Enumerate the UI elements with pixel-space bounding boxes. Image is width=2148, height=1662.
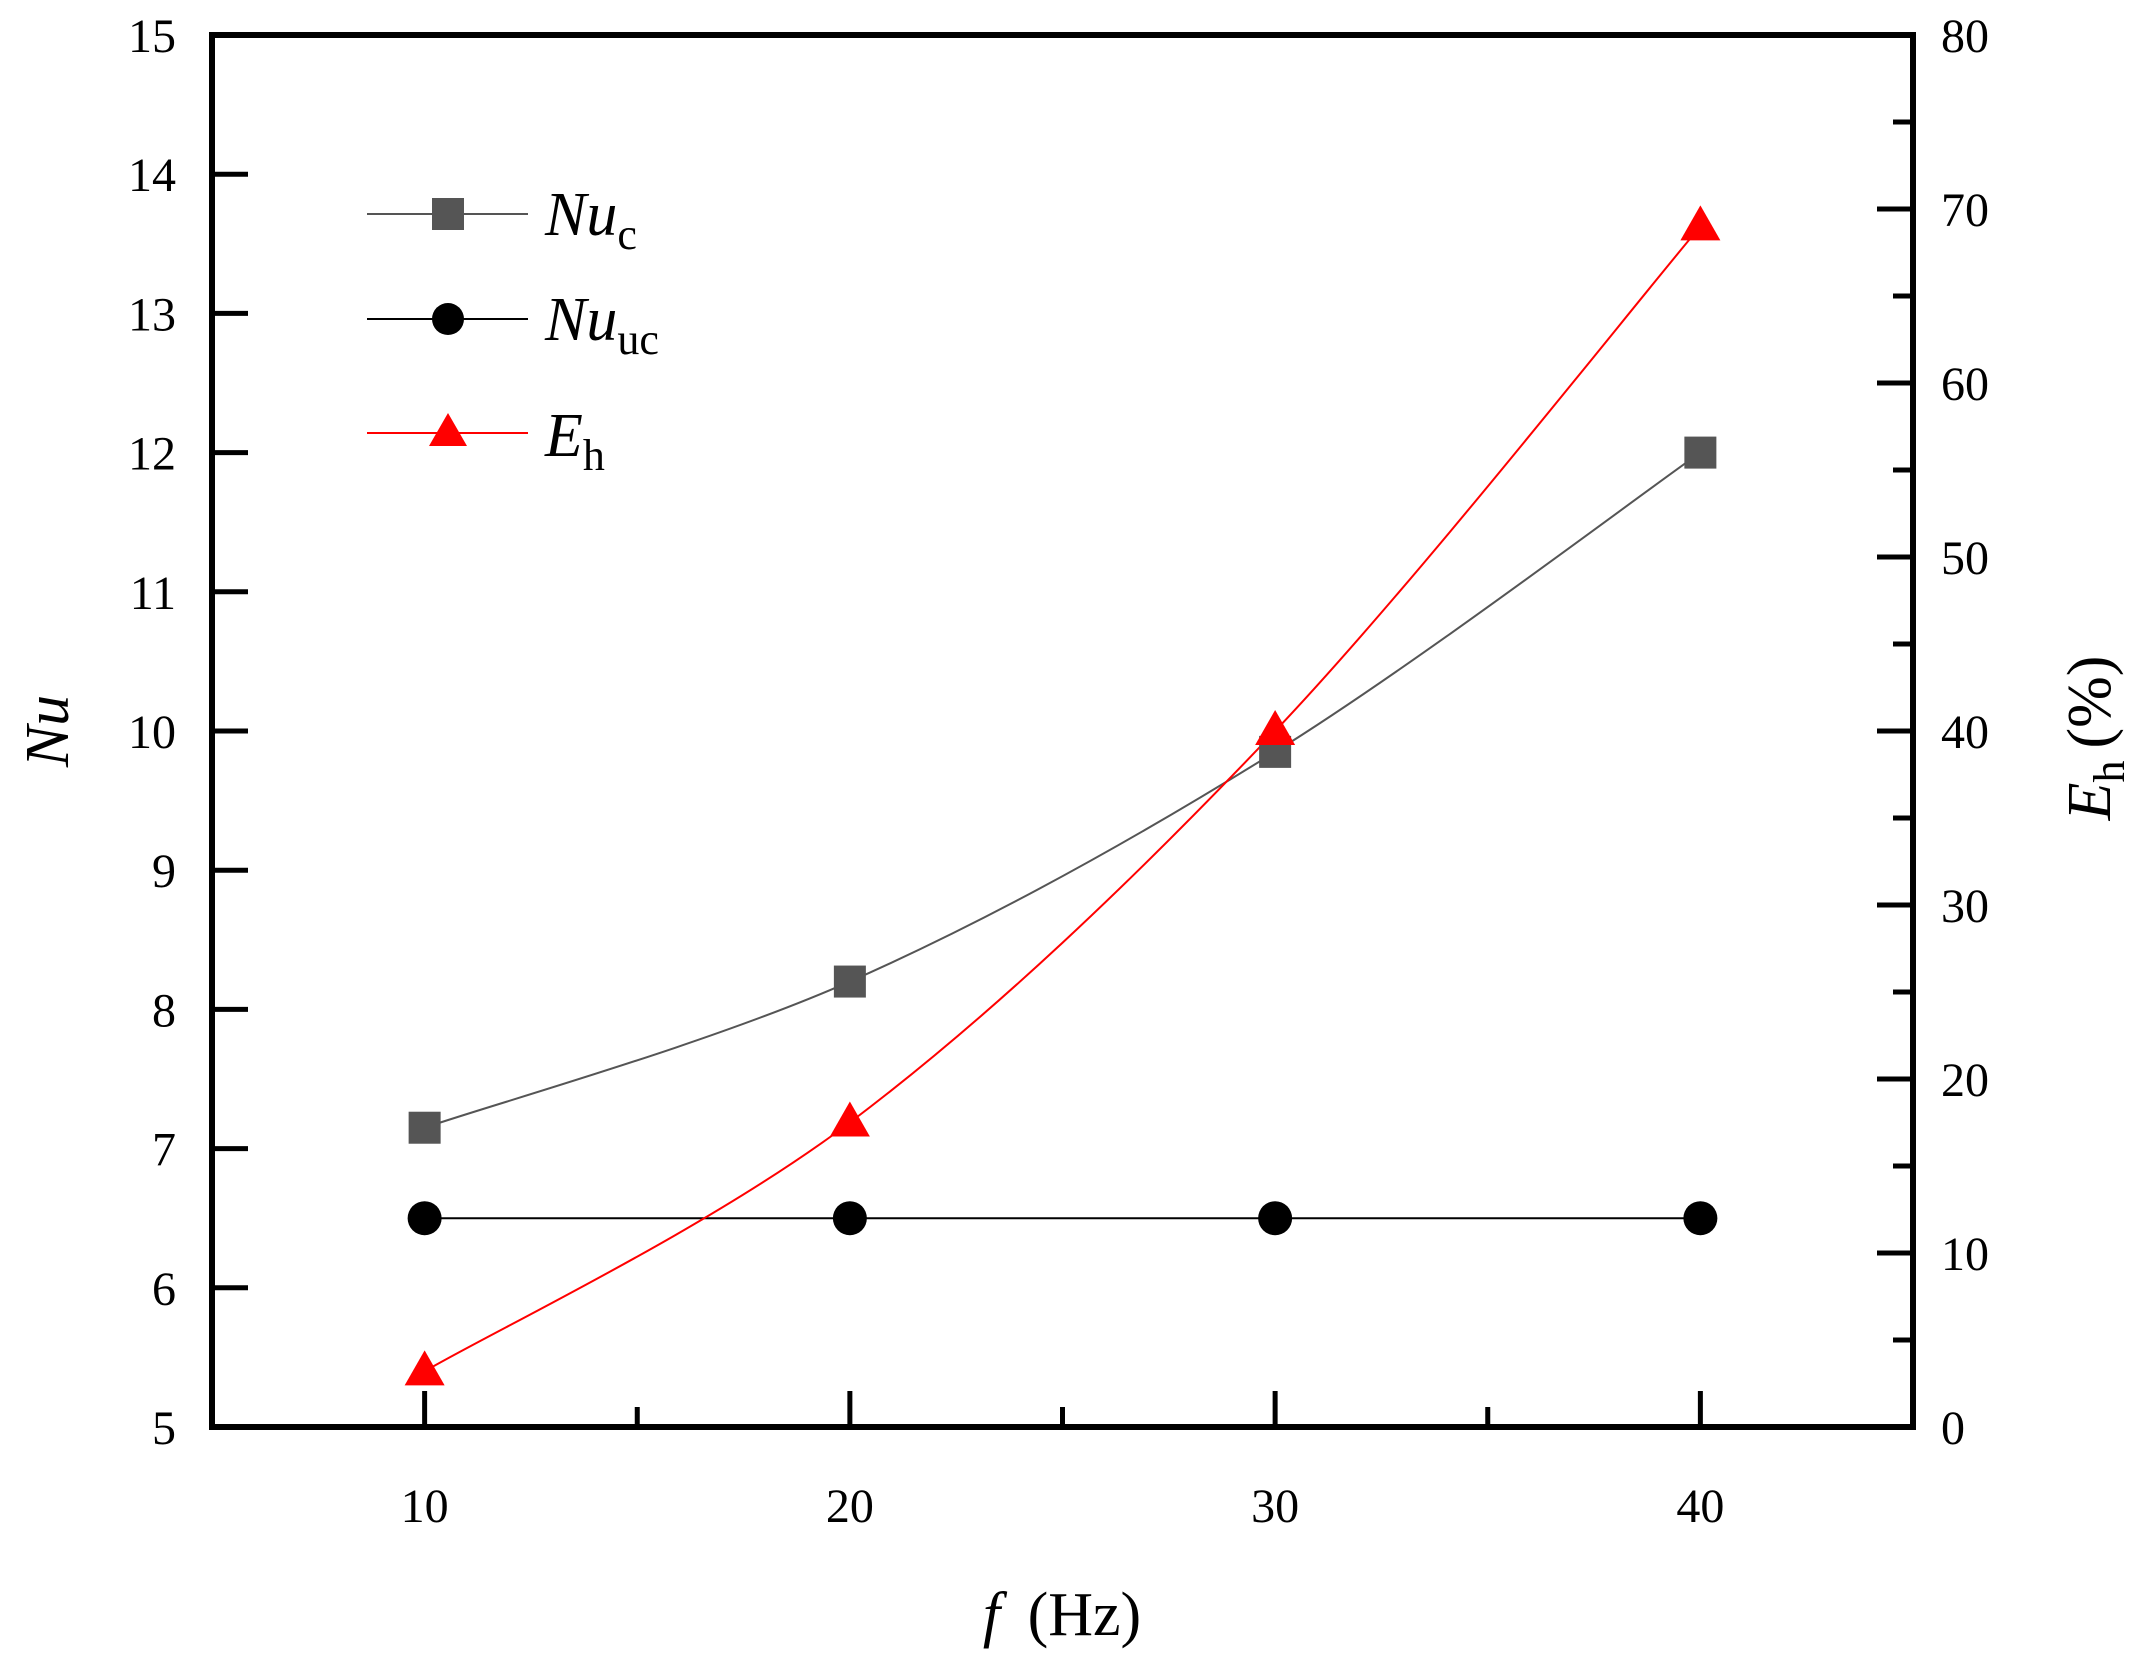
- left-y-axis-title: Nu: [14, 695, 82, 768]
- left-y-tick-label: 15: [128, 10, 176, 63]
- legend-entry-eh: Eh: [367, 402, 605, 480]
- right-y-tick-label: 30: [1941, 880, 1989, 933]
- legend-marker-triangle: [429, 413, 467, 446]
- left-y-tick-label: 9: [152, 845, 176, 898]
- series-line-nuc: [424, 451, 1701, 1129]
- tick-labels: 10 20 30 40 5 6 7 8 9 10 11 12 13 14 15 0 10 20 30 40 50 60 70…: [128, 10, 1989, 1533]
- left-y-tick-label: 12: [128, 428, 176, 481]
- plot-frame: [209, 32, 1916, 1430]
- legend-label-nuc: Nuc: [544, 181, 637, 259]
- legend-marker-square: [432, 198, 464, 230]
- left-y-tick-label: 6: [152, 1263, 176, 1316]
- right-y-tick-label: 40: [1941, 706, 1989, 759]
- data-point-nuc: [1684, 436, 1717, 469]
- x-axis-title: f (Hz): [983, 1581, 1141, 1649]
- x-tick-label: 40: [1676, 1480, 1724, 1533]
- right-y-tick-label: 50: [1941, 532, 1989, 585]
- data-point-nuuc: [832, 1201, 867, 1236]
- data-point-nuuc: [407, 1201, 442, 1236]
- legend-marker-circle: [432, 303, 464, 335]
- data-point-nuc: [833, 965, 866, 998]
- left-y-tick-label: 7: [152, 1124, 176, 1177]
- data-point-nuc: [408, 1111, 441, 1144]
- left-y-tick-label: 13: [128, 288, 176, 341]
- data-point-eh: [404, 1350, 445, 1386]
- legend: Nuc Nuuc Eh: [367, 181, 659, 480]
- legend-entry-nuc: Nuc: [367, 181, 637, 259]
- data-point-nuuc: [1258, 1201, 1293, 1236]
- left-y-tick-label: 11: [130, 567, 176, 620]
- legend-label-nuuc: Nuuc: [544, 286, 659, 364]
- x-tick-label: 30: [1251, 1480, 1299, 1533]
- legend-entry-nuuc: Nuuc: [367, 286, 659, 364]
- data-point-eh: [1255, 710, 1296, 745]
- series-line-eh: [424, 225, 1702, 1373]
- right-y-tick-label: 20: [1941, 1054, 1989, 1107]
- series-lines: [424, 225, 1702, 1373]
- right-y-tick-label: 80: [1941, 10, 1989, 63]
- right-y-axis-title: Eh(%): [2056, 656, 2134, 822]
- right-y-tick-label: 60: [1941, 358, 1989, 411]
- left-y-tick-label: 14: [128, 149, 176, 202]
- data-point-eh: [1680, 205, 1721, 241]
- data-point-nuuc: [1683, 1201, 1718, 1236]
- series-markers: [404, 205, 1721, 1386]
- legend-label-eh: Eh: [544, 402, 605, 480]
- data-point-eh: [829, 1101, 870, 1137]
- left-y-tick-label: 5: [152, 1402, 176, 1455]
- x-tick-label: 20: [826, 1480, 874, 1533]
- right-y-tick-label: 0: [1941, 1402, 1965, 1455]
- left-y-tick-label: 10: [128, 706, 176, 759]
- right-y-tick-label: 10: [1941, 1228, 1989, 1281]
- right-y-tick-label: 70: [1941, 184, 1989, 237]
- left-y-tick-label: 8: [152, 984, 176, 1037]
- x-tick-label: 10: [401, 1480, 449, 1533]
